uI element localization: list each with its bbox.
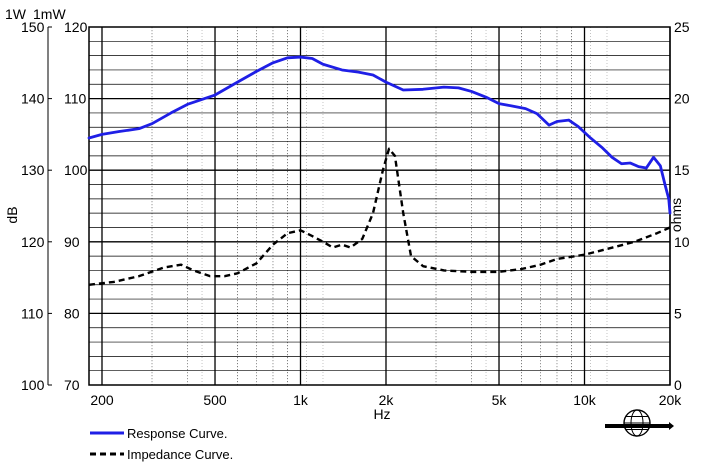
left-tick-label-1mw: 110 <box>64 91 87 107</box>
x-tick-label: 1k <box>293 392 309 408</box>
left-tick-label-1mw: 90 <box>64 234 80 250</box>
response-curve-line <box>87 55 672 215</box>
left-axis-header-1mw: 1mW <box>33 6 66 22</box>
right-tick-label: 20 <box>674 91 690 107</box>
right-tick-label: 0 <box>674 377 682 393</box>
left-tick-label-1mw: 70 <box>64 377 80 393</box>
legend: Response Curve. Impedance Curve. <box>90 426 233 462</box>
impedance-curve-line <box>88 147 671 286</box>
x-tick-label: 500 <box>203 392 227 408</box>
right-tick-label: 5 <box>674 305 682 321</box>
left-tick-label-1mw: 100 <box>64 162 88 178</box>
left-axis-header-1w: 1W <box>5 6 27 22</box>
left-tick-label-1w: 130 <box>21 162 45 178</box>
x-axis-label: Hz <box>373 406 390 422</box>
major-grid <box>89 27 671 385</box>
left-tick-label-1mw: 120 <box>64 19 88 35</box>
legend-label-impedance: Impedance Curve. <box>127 447 233 462</box>
x-tick-label: 200 <box>90 392 114 408</box>
left-tick-label-1w: 110 <box>21 305 44 321</box>
right-tick-label: 25 <box>674 19 690 35</box>
left-tick-label-1w: 150 <box>21 19 45 35</box>
right-tick-label: 15 <box>674 162 690 178</box>
left-tick-label-1w: 140 <box>21 91 45 107</box>
left-tick-label-1w: 120 <box>21 234 45 250</box>
right-axis-label: ohms <box>668 198 684 232</box>
x-tick-label: 5k <box>492 392 508 408</box>
left-axis-label: dB <box>4 206 20 223</box>
series-layer <box>87 55 672 286</box>
x-tick-label: 20k <box>659 392 683 408</box>
minor-grid <box>89 27 670 385</box>
plot-frame <box>88 26 671 386</box>
brand-logo-icon <box>605 409 674 437</box>
tick-labels: 200 500 1k 2k 5k 10k 20k1001101201301401507080… <box>21 19 690 408</box>
left-tick-label-1mw: 80 <box>64 305 80 321</box>
x-tick-label: 10k <box>573 392 597 408</box>
x-tick-label: 2k <box>379 392 395 408</box>
left-tick-label-1w: 100 <box>21 377 45 393</box>
legend-label-response: Response Curve. <box>127 426 227 441</box>
right-tick-label: 10 <box>674 234 690 250</box>
